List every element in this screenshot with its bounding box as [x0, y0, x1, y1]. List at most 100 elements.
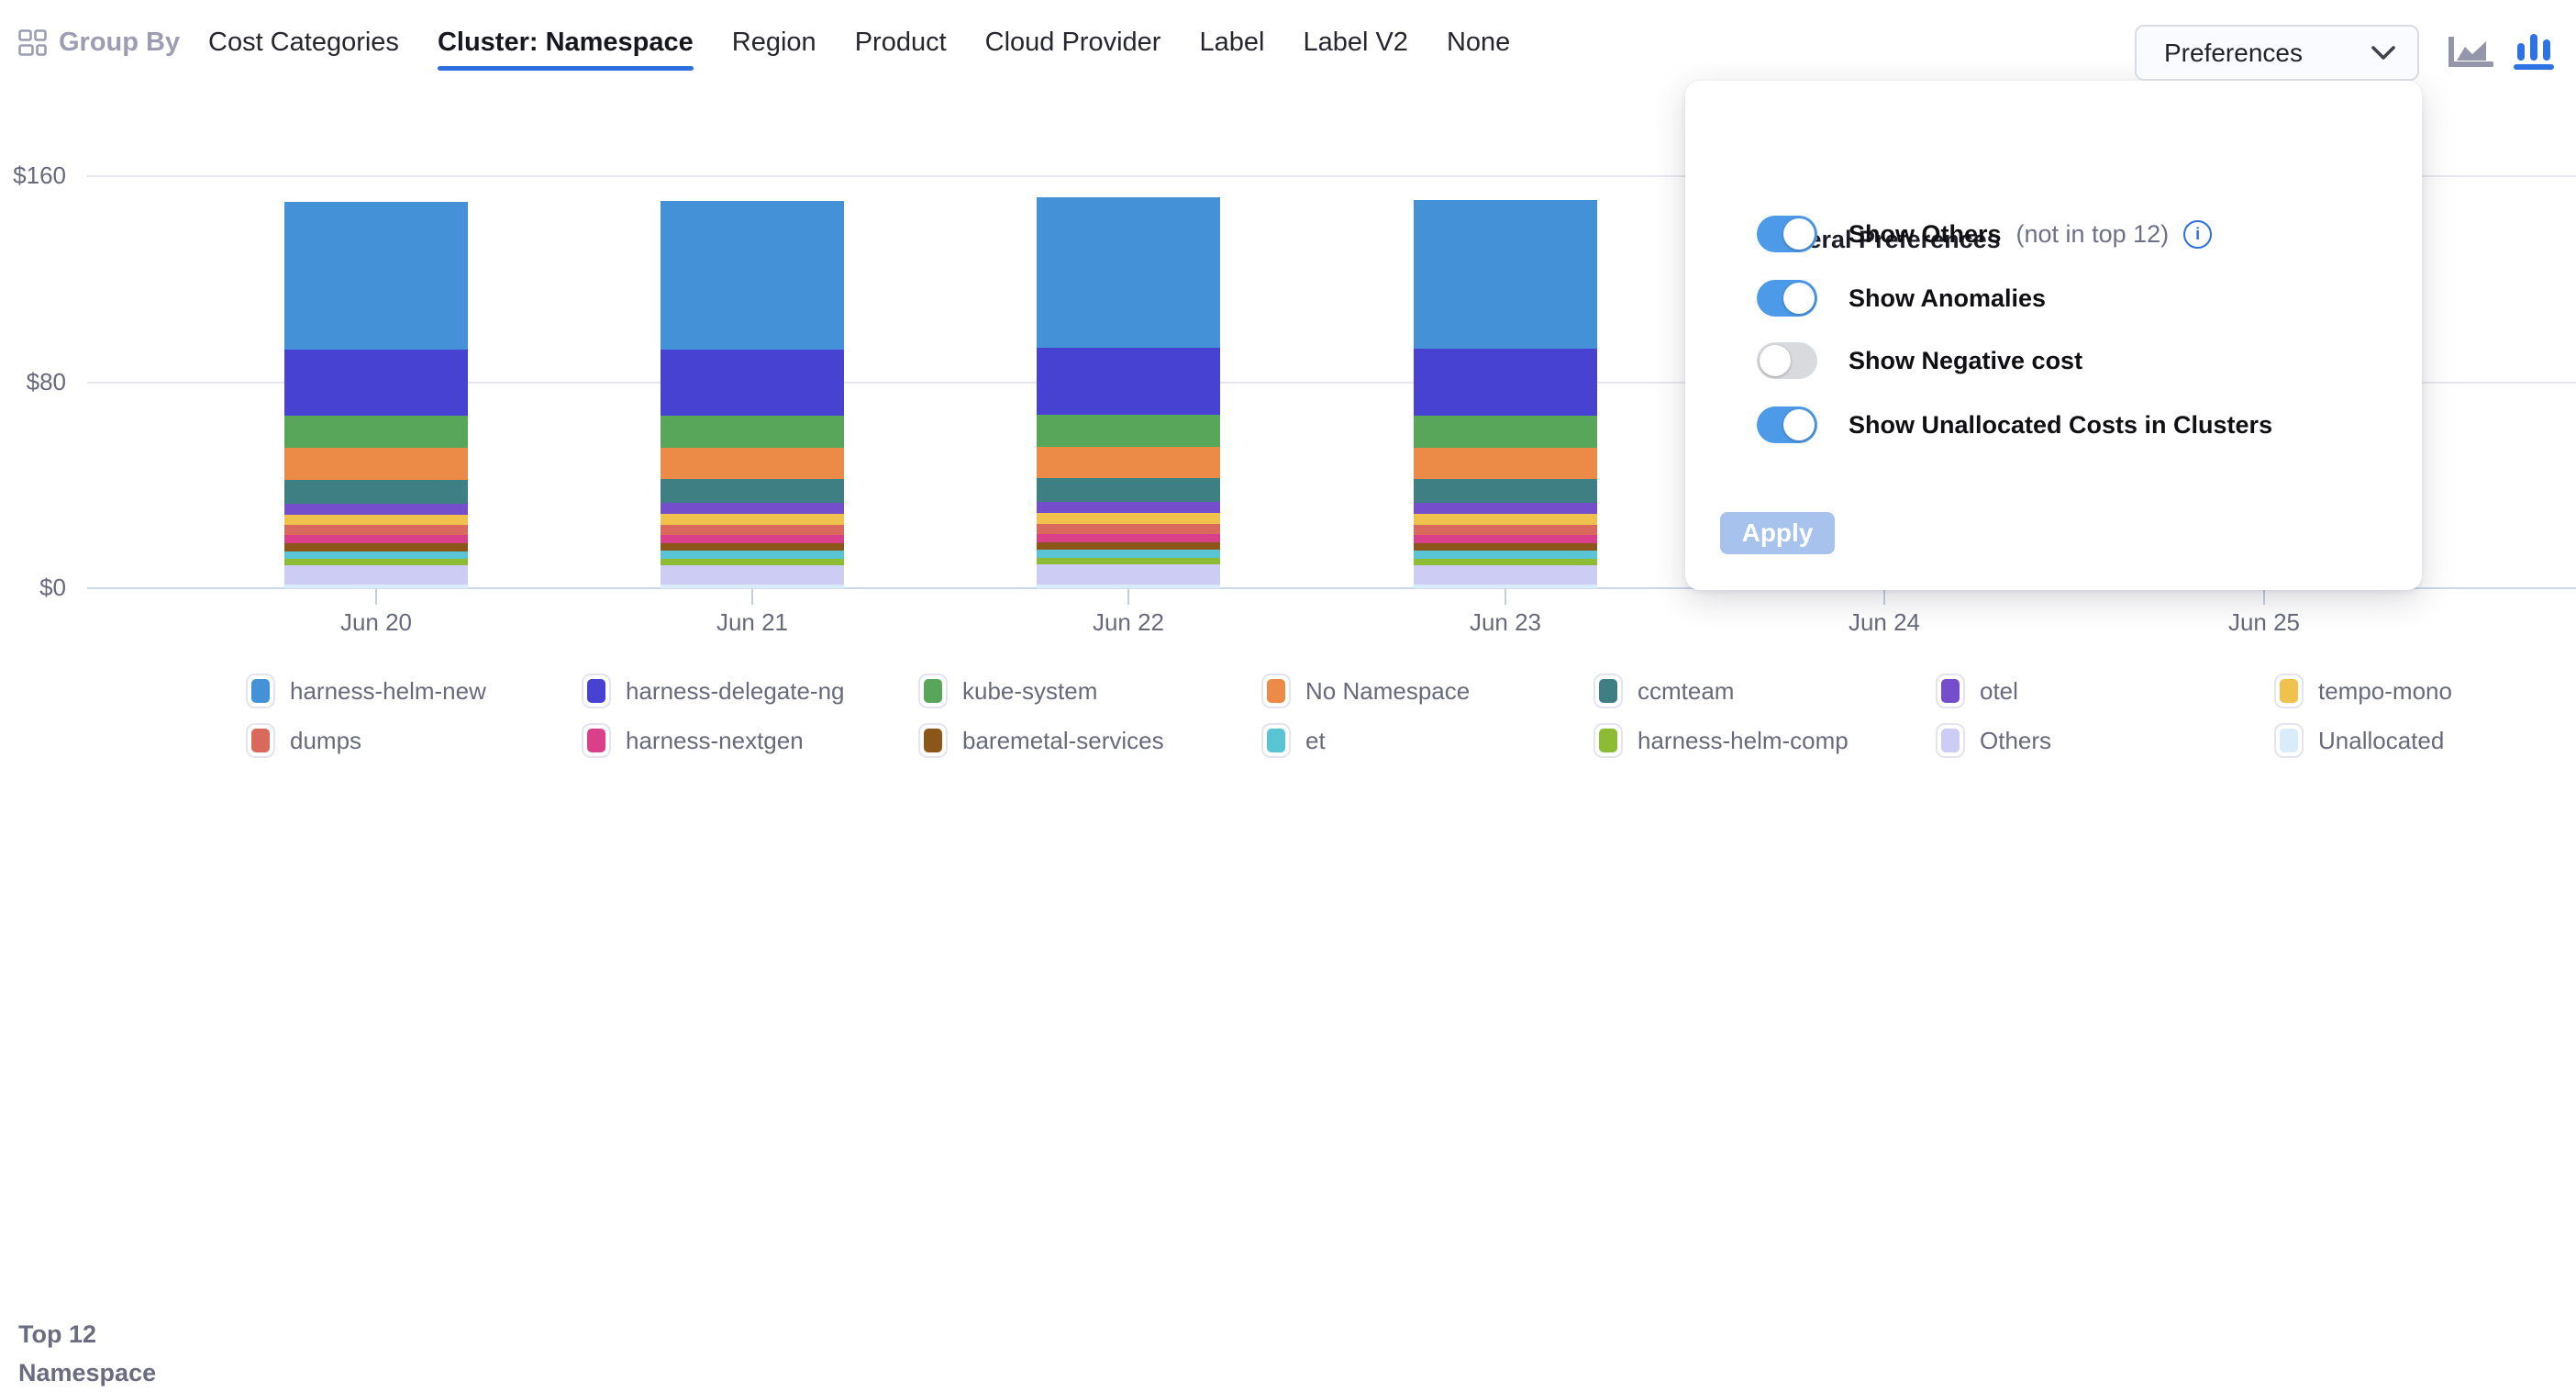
bar-segment[interactable] [284, 585, 468, 588]
bar-segment[interactable] [661, 503, 844, 515]
x-axis-line [87, 587, 2576, 589]
legend-swatch [1261, 674, 1291, 708]
toggle-knob [1783, 218, 1815, 250]
bar-segment[interactable] [284, 559, 468, 566]
tab-none[interactable]: None [1446, 28, 1511, 57]
tab-cluster-namespace[interactable]: Cluster: Namespace [437, 28, 694, 71]
info-icon[interactable]: i [2183, 219, 2213, 249]
tab-product[interactable]: Product [854, 28, 947, 57]
bar-segment[interactable] [284, 350, 468, 417]
bar-segment[interactable] [1037, 550, 1220, 558]
bar-segment[interactable] [661, 514, 844, 525]
bar-segment[interactable] [284, 543, 468, 551]
legend-swatch [918, 723, 948, 758]
preference-row: Show Others (not in top 12) i [1757, 216, 2213, 252]
bar-segment[interactable] [1414, 524, 1597, 535]
bar-segment[interactable] [1037, 197, 1220, 348]
legend-item[interactable]: otel [1936, 673, 2018, 709]
toggle-show-unallocated-costs-in-clusters[interactable] [1757, 406, 1817, 443]
bar-segment[interactable] [661, 415, 844, 448]
bar-segment[interactable] [1414, 514, 1597, 525]
bar-segment[interactable] [1414, 564, 1597, 585]
bar-segment[interactable] [1414, 479, 1597, 504]
tab-label-v2[interactable]: Label V2 [1303, 28, 1408, 57]
preferences-select[interactable]: Preferences [2135, 25, 2419, 81]
legend-item[interactable]: dumps [246, 722, 361, 759]
preference-row: Show Unallocated Costs in Clusters [1757, 406, 2272, 443]
bar-segment[interactable] [1414, 585, 1597, 588]
bar-segment[interactable] [284, 514, 468, 525]
tab-cloud-provider[interactable]: Cloud Provider [984, 28, 1161, 57]
bar-chart-icon[interactable] [2514, 33, 2554, 70]
bar-segment[interactable] [1414, 551, 1597, 559]
bar-segment[interactable] [284, 551, 468, 559]
legend-item[interactable]: No Namespace [1261, 673, 1470, 709]
bar-segment[interactable] [1037, 585, 1220, 588]
bar-segment[interactable] [1037, 502, 1220, 514]
legend-item[interactable]: ccmteam [1593, 673, 1734, 709]
x-axis-tick [1127, 588, 1129, 605]
bar-segment[interactable] [1037, 533, 1220, 543]
bar-segment[interactable] [1414, 503, 1597, 515]
bar-segment[interactable] [661, 447, 844, 480]
x-axis-label: Jun 24 [1848, 608, 1921, 636]
bar-segment[interactable] [1414, 349, 1597, 416]
tab-region[interactable]: Region [731, 28, 816, 57]
legend-item[interactable]: Others [1936, 722, 2051, 759]
legend-item[interactable]: harness-nextgen [582, 722, 804, 759]
bar-segment[interactable] [661, 564, 844, 585]
bar-segment[interactable] [661, 479, 844, 504]
legend-item[interactable]: Unallocated [2274, 722, 2444, 759]
bar-segment[interactable] [1037, 523, 1220, 534]
area-chart-icon[interactable] [2448, 37, 2493, 70]
bar-segment[interactable] [284, 534, 468, 544]
tab-cost-categories[interactable]: Cost Categories [208, 28, 399, 57]
bar-segment[interactable] [661, 558, 844, 565]
toggle-show-others[interactable] [1757, 216, 1817, 252]
legend-swatch [2274, 674, 2304, 708]
bar-segment[interactable] [284, 565, 468, 585]
legend-item[interactable]: harness-delegate-ng [582, 673, 845, 709]
bar-segment[interactable] [1037, 563, 1220, 585]
bar-segment[interactable] [661, 585, 844, 588]
bar-segment[interactable] [1037, 478, 1220, 503]
legend-item[interactable]: kube-system [918, 673, 1097, 709]
apply-button[interactable]: Apply [1720, 512, 1835, 554]
preference-row: Show Anomalies [1757, 280, 2046, 317]
toggle-show-negative-cost[interactable] [1757, 342, 1817, 379]
bar-segment[interactable] [1414, 543, 1597, 551]
legend-item[interactable]: tempo-mono [2274, 673, 2452, 709]
bar-segment[interactable] [661, 349, 844, 416]
active-chart-type-indicator [2514, 64, 2554, 70]
bar-segment[interactable] [284, 524, 468, 535]
toggle-show-anomalies[interactable] [1757, 280, 1817, 317]
tab-label[interactable]: Label [1199, 28, 1265, 57]
legend-item[interactable]: et [1261, 722, 1326, 759]
bar-segment[interactable] [661, 543, 844, 551]
bar-segment[interactable] [1037, 414, 1220, 447]
bar-segment[interactable] [1414, 415, 1597, 448]
bar-segment[interactable] [1037, 446, 1220, 479]
bar-segment[interactable] [1037, 542, 1220, 551]
bar-segment[interactable] [1037, 513, 1220, 524]
bar-segment[interactable] [284, 503, 468, 515]
bar-segment[interactable] [284, 202, 468, 351]
chevron-down-icon [2371, 45, 2395, 60]
bar-segment[interactable] [1414, 558, 1597, 565]
bar-segment[interactable] [661, 551, 844, 559]
bar-segment[interactable] [1037, 347, 1220, 415]
legend-item[interactable]: harness-helm-comp [1593, 722, 1849, 759]
toggle-label: Show Unallocated Costs in Clusters [1849, 410, 2273, 439]
bar-segment[interactable] [284, 448, 468, 480]
bar-segment[interactable] [661, 524, 844, 535]
legend-item[interactable]: harness-helm-new [246, 673, 486, 709]
bar-segment[interactable] [284, 479, 468, 504]
bar-segment[interactable] [1414, 447, 1597, 480]
bar-segment[interactable] [1414, 534, 1597, 544]
bar-segment[interactable] [661, 200, 844, 350]
bar-segment[interactable] [284, 416, 468, 449]
bar-segment[interactable] [1037, 557, 1220, 564]
bar-segment[interactable] [1414, 199, 1597, 350]
bar-segment[interactable] [661, 534, 844, 544]
legend-item[interactable]: baremetal-services [918, 722, 1164, 759]
